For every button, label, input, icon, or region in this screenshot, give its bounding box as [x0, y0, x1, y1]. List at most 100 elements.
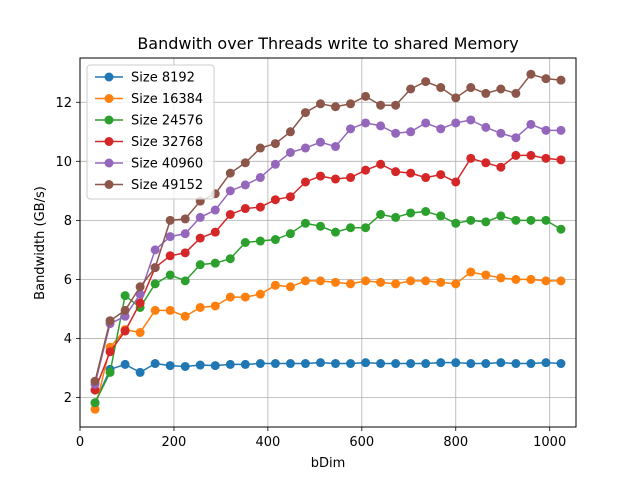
data-point — [451, 218, 461, 228]
data-point — [391, 359, 401, 369]
data-point — [120, 291, 130, 301]
legend-item: Size 16384 — [95, 92, 203, 107]
x-axis-ticks: 0 200 400 600 800 1000 — [76, 427, 566, 450]
data-point — [270, 359, 280, 369]
data-point — [285, 282, 295, 292]
series-size-32768 — [90, 150, 566, 395]
data-point — [421, 77, 431, 87]
data-point — [300, 143, 310, 153]
data-point — [436, 170, 446, 180]
data-point — [511, 359, 521, 369]
x-tick-label: 600 — [349, 435, 374, 450]
chart-title: Bandwith over Threads write to shared Me… — [137, 34, 518, 53]
data-point — [481, 88, 491, 98]
data-point — [331, 277, 341, 287]
series-size-24576 — [90, 207, 566, 408]
data-point — [90, 404, 100, 414]
legend-marker — [104, 158, 114, 168]
data-point — [105, 347, 115, 357]
data-point — [526, 119, 536, 129]
data-point — [406, 168, 416, 178]
data-point — [165, 305, 175, 315]
data-point — [135, 328, 145, 338]
data-point — [315, 99, 325, 109]
y-tick-label: 6 — [64, 273, 72, 288]
data-point — [346, 99, 356, 109]
x-tick-label: 800 — [443, 435, 468, 450]
data-point — [526, 69, 536, 79]
data-point — [541, 153, 551, 163]
data-point — [90, 376, 100, 386]
x-tick-label: 400 — [255, 435, 280, 450]
data-point — [225, 168, 235, 178]
data-point — [361, 91, 371, 101]
y-axis-title: Bandwidth (GB/s) — [33, 186, 48, 300]
data-point — [135, 289, 145, 299]
data-point — [315, 137, 325, 147]
legend-item: Size 24576 — [95, 114, 203, 129]
data-point — [391, 167, 401, 177]
data-point — [240, 158, 250, 168]
data-point — [421, 276, 431, 286]
data-point — [210, 258, 220, 268]
series-size-49152 — [90, 69, 566, 386]
data-point — [225, 209, 235, 219]
data-point — [346, 223, 356, 233]
data-point — [270, 195, 280, 205]
x-tick-label: 0 — [76, 435, 84, 450]
data-point — [376, 277, 386, 287]
data-point — [270, 235, 280, 245]
data-point — [376, 209, 386, 219]
data-point — [120, 359, 130, 369]
data-point — [255, 143, 265, 153]
data-point — [496, 128, 506, 138]
data-point — [361, 223, 371, 233]
data-point — [285, 147, 295, 157]
legend-item: Size 32768 — [95, 135, 203, 150]
data-point — [406, 127, 416, 137]
data-point — [511, 150, 521, 160]
data-point — [466, 115, 476, 125]
series-line — [94, 361, 562, 404]
data-point — [331, 174, 341, 184]
data-point — [391, 212, 401, 222]
data-point — [300, 276, 310, 286]
legend-label: Size 8192 — [131, 71, 195, 86]
data-point — [511, 215, 521, 225]
plot-frame — [79, 57, 577, 428]
data-point — [361, 276, 371, 286]
data-point — [270, 139, 280, 149]
data-point — [180, 276, 190, 286]
data-point — [165, 232, 175, 242]
data-point — [526, 150, 536, 160]
data-point — [255, 202, 265, 212]
data-point — [331, 359, 341, 369]
data-point — [165, 215, 175, 225]
legend-label: Size 24576 — [131, 114, 203, 129]
data-point — [105, 367, 115, 377]
legend-marker — [104, 180, 114, 189]
data-point — [300, 359, 310, 369]
series-size-40960 — [90, 115, 566, 389]
data-point — [165, 270, 175, 280]
data-point — [556, 359, 566, 369]
y-tick-label: 8 — [64, 214, 72, 229]
data-point — [150, 263, 160, 273]
data-point — [150, 359, 160, 369]
data-point — [180, 248, 190, 258]
y-axis-ticks: 2 4 6 8 10 12 — [55, 96, 80, 406]
data-point — [210, 301, 220, 311]
data-point — [150, 279, 160, 289]
y-tick-label: 10 — [55, 155, 72, 170]
data-point — [165, 251, 175, 261]
data-point — [526, 215, 536, 225]
series-layer — [90, 69, 566, 414]
data-point — [511, 88, 521, 98]
data-point — [346, 173, 356, 183]
data-point — [180, 214, 190, 224]
data-point — [240, 204, 250, 214]
data-point — [481, 122, 491, 132]
data-point — [135, 367, 145, 377]
x-axis-title: bDim — [311, 456, 346, 471]
